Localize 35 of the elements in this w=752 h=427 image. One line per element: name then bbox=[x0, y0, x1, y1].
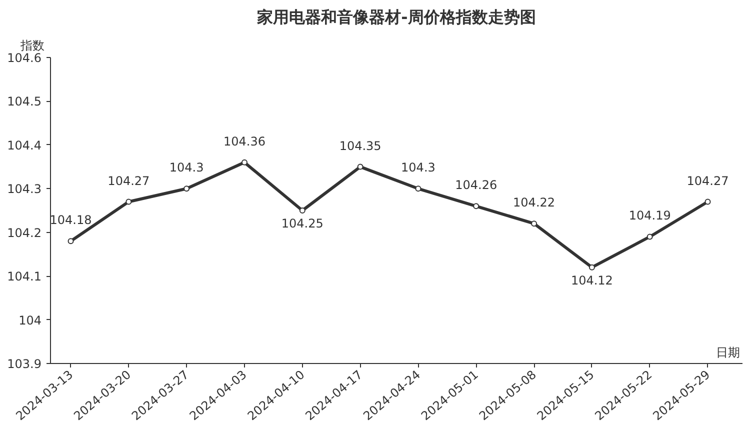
data-label: 104.25 bbox=[281, 216, 324, 230]
y-tick-label: 103.9 bbox=[7, 357, 42, 371]
data-label: 104.3 bbox=[401, 160, 436, 175]
y-tick-label: 104.4 bbox=[7, 138, 42, 152]
y-tick-label: 104.6 bbox=[7, 51, 42, 65]
chart-title: 家用电器和音像器材-周价格指数走势图 bbox=[256, 8, 536, 26]
y-tick-label: 104.3 bbox=[7, 182, 42, 196]
y-tick-label: 104 bbox=[18, 313, 42, 328]
data-label: 104.22 bbox=[513, 196, 556, 210]
point bbox=[646, 234, 653, 240]
data-label: 104.18 bbox=[50, 213, 92, 228]
point bbox=[357, 164, 364, 170]
point bbox=[473, 203, 480, 210]
data-label: 104.27 bbox=[686, 174, 729, 188]
data-label: 104.3 bbox=[169, 160, 204, 175]
data-label: 104.19 bbox=[628, 208, 671, 223]
point bbox=[588, 264, 595, 270]
y-axis-title: 指数 bbox=[20, 38, 44, 52]
data-label: 104.27 bbox=[108, 174, 150, 188]
point bbox=[68, 238, 74, 244]
data-label: 104.12 bbox=[570, 273, 613, 288]
y-tick-label: 104.1 bbox=[7, 270, 42, 284]
x-axis-title: 日期 bbox=[716, 346, 740, 360]
y-tick-label: 104.2 bbox=[7, 226, 42, 240]
point bbox=[531, 220, 538, 227]
point bbox=[299, 208, 306, 214]
point bbox=[704, 198, 711, 205]
y-tick-label: 104.5 bbox=[7, 94, 42, 109]
point bbox=[184, 186, 190, 192]
data-label: 104.26 bbox=[455, 178, 498, 192]
data-label: 104.36 bbox=[223, 134, 266, 148]
point bbox=[241, 159, 248, 166]
point bbox=[415, 186, 422, 192]
point bbox=[126, 198, 132, 205]
data-label: 104.35 bbox=[339, 138, 382, 153]
